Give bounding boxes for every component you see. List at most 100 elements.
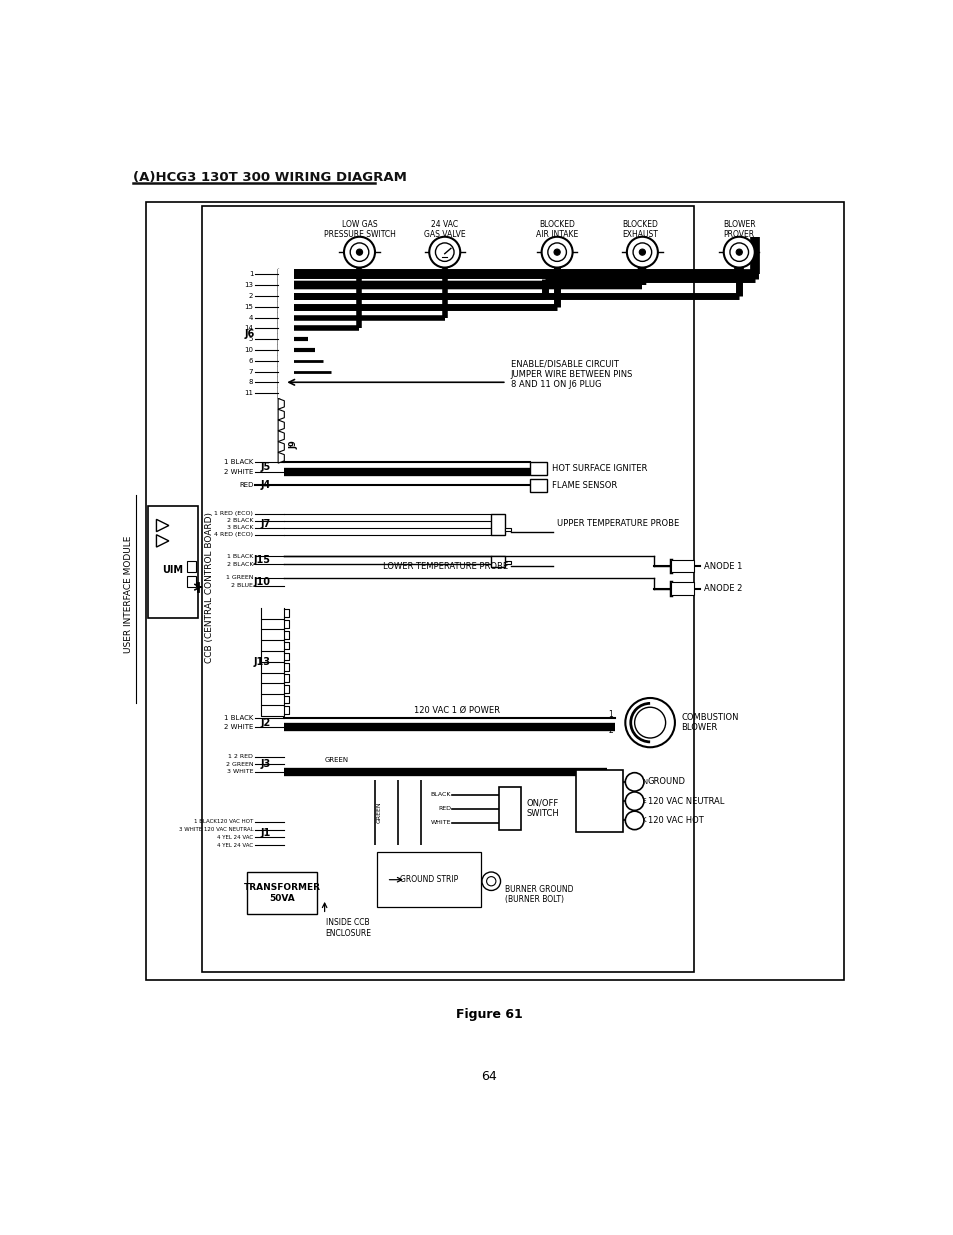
- Text: 13: 13: [244, 283, 253, 288]
- Circle shape: [547, 243, 566, 262]
- Text: RED: RED: [437, 806, 451, 811]
- Polygon shape: [278, 452, 284, 463]
- Text: COMBUSTION
BLOWER: COMBUSTION BLOWER: [680, 713, 738, 732]
- Circle shape: [554, 249, 559, 256]
- Text: WHITE: WHITE: [430, 820, 451, 825]
- Bar: [491, 556, 505, 567]
- Bar: [670, 561, 694, 573]
- Text: BLOCKED
EXHAUST: BLOCKED EXHAUST: [621, 220, 658, 240]
- Polygon shape: [156, 520, 169, 531]
- Circle shape: [729, 243, 748, 262]
- Text: J4: J4: [260, 480, 270, 490]
- Circle shape: [639, 249, 645, 256]
- Text: 64: 64: [480, 1070, 497, 1083]
- Text: INSIDE CCB
ENCLOSURE: INSIDE CCB ENCLOSURE: [325, 918, 371, 937]
- Text: J1: J1: [260, 829, 270, 839]
- Text: J10: J10: [253, 577, 270, 587]
- Text: J6: J6: [244, 329, 254, 338]
- Polygon shape: [278, 431, 284, 442]
- Text: 4 YEL 24 VAC: 4 YEL 24 VAC: [217, 835, 253, 840]
- Text: BLOCKED
AIR INTAKE: BLOCKED AIR INTAKE: [536, 220, 578, 240]
- Text: 3 BLACK: 3 BLACK: [227, 525, 253, 530]
- Polygon shape: [278, 312, 284, 324]
- Circle shape: [723, 237, 754, 268]
- Text: J13: J13: [253, 657, 270, 667]
- Text: 3 WHITE: 3 WHITE: [227, 769, 253, 774]
- Text: G: G: [630, 777, 638, 787]
- Text: ANODE 2: ANODE 2: [703, 584, 742, 593]
- Text: BLACK: BLACK: [624, 818, 646, 824]
- Polygon shape: [278, 409, 284, 420]
- Circle shape: [541, 237, 572, 268]
- Text: J2: J2: [260, 718, 270, 727]
- Text: J5: J5: [260, 462, 270, 472]
- Polygon shape: [278, 280, 284, 290]
- Circle shape: [626, 237, 658, 268]
- Text: GREEN: GREEN: [624, 779, 648, 785]
- Circle shape: [350, 243, 369, 262]
- Bar: [670, 583, 694, 595]
- Bar: [187, 577, 195, 587]
- Text: 5: 5: [249, 336, 253, 342]
- Text: GROUND: GROUND: [647, 777, 685, 787]
- Text: J7: J7: [260, 519, 270, 529]
- Polygon shape: [278, 366, 284, 377]
- Text: 1 BLACK: 1 BLACK: [227, 553, 253, 558]
- Polygon shape: [278, 399, 284, 409]
- Text: 2: 2: [608, 726, 612, 735]
- Polygon shape: [278, 301, 284, 312]
- Text: GROUND STRIP: GROUND STRIP: [399, 876, 457, 884]
- Text: UIM: UIM: [162, 564, 183, 574]
- Text: N: N: [630, 797, 638, 806]
- Text: HOT SURFACE IGNITER: HOT SURFACE IGNITER: [551, 464, 646, 473]
- Polygon shape: [278, 269, 284, 280]
- Text: GREEN: GREEN: [376, 802, 381, 823]
- Text: ON/OFF
SWITCH: ON/OFF SWITCH: [525, 798, 558, 818]
- Text: J15: J15: [253, 556, 270, 566]
- Text: 7: 7: [249, 368, 253, 374]
- Circle shape: [356, 249, 362, 256]
- Bar: [498, 787, 520, 830]
- Text: WHITE: WHITE: [624, 798, 647, 804]
- Bar: [278, 269, 294, 399]
- Text: 14: 14: [244, 325, 253, 331]
- Text: (A)HCG3 130T 300 WIRING DIAGRAM: (A)HCG3 130T 300 WIRING DIAGRAM: [133, 172, 407, 184]
- Polygon shape: [278, 356, 284, 366]
- Bar: [187, 561, 195, 572]
- Text: 6: 6: [249, 358, 253, 364]
- Text: 1: 1: [249, 272, 253, 278]
- Circle shape: [624, 811, 643, 830]
- Text: 1: 1: [608, 710, 612, 720]
- Text: Figure 61: Figure 61: [456, 1008, 521, 1021]
- Text: FLAME SENSOR: FLAME SENSOR: [551, 480, 617, 490]
- Bar: [148, 506, 198, 618]
- Text: TRANSFORMER
50VA: TRANSFORMER 50VA: [243, 883, 320, 903]
- Text: USER INTERFACE MODULE: USER INTERFACE MODULE: [124, 536, 132, 653]
- Bar: [576, 771, 622, 832]
- Text: LOW GAS
PRESSURE SWITCH: LOW GAS PRESSURE SWITCH: [323, 220, 395, 240]
- Polygon shape: [278, 333, 284, 345]
- Text: RED: RED: [238, 483, 253, 489]
- Text: 4 RED (ECO): 4 RED (ECO): [214, 532, 253, 537]
- Text: 120 VAC HOT: 120 VAC HOT: [647, 816, 702, 825]
- Bar: [530, 479, 546, 492]
- Text: GREEN: GREEN: [324, 757, 349, 763]
- Text: 1 2 RED: 1 2 RED: [228, 755, 253, 760]
- Text: ENABLE/DISABLE CIRCUIT
JUMPER WIRE BETWEEN PINS
8 AND 11 ON J6 PLUG: ENABLE/DISABLE CIRCUIT JUMPER WIRE BETWE…: [510, 359, 633, 389]
- Circle shape: [435, 243, 454, 262]
- Bar: [202, 206, 694, 972]
- Bar: [670, 583, 694, 595]
- Text: ANODE 1: ANODE 1: [703, 562, 742, 571]
- Polygon shape: [278, 377, 284, 388]
- Bar: [505, 527, 511, 531]
- Text: 4: 4: [249, 315, 253, 321]
- Circle shape: [624, 773, 643, 792]
- Text: 1 GREEN: 1 GREEN: [226, 576, 253, 580]
- Text: 2 WHITE: 2 WHITE: [224, 468, 253, 474]
- Circle shape: [736, 249, 741, 256]
- Text: 2 WHITE: 2 WHITE: [224, 724, 253, 730]
- Bar: [146, 203, 843, 979]
- Text: 11: 11: [244, 390, 253, 396]
- Text: 2 BLACK: 2 BLACK: [227, 562, 253, 567]
- Bar: [670, 561, 694, 573]
